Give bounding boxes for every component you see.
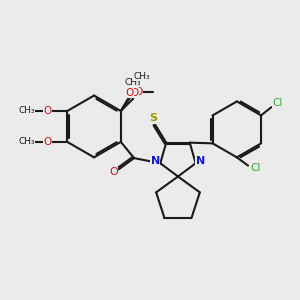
Text: Cl: Cl [272, 98, 283, 108]
Text: S: S [149, 113, 158, 124]
Text: CH₃: CH₃ [18, 137, 35, 146]
Text: O: O [130, 88, 139, 98]
Text: N: N [151, 156, 160, 166]
Text: O: O [125, 88, 133, 98]
Text: CH₃: CH₃ [125, 78, 142, 87]
Text: O: O [43, 106, 51, 116]
Text: Cl: Cl [250, 163, 260, 173]
Text: CH₃: CH₃ [18, 106, 35, 116]
Text: O: O [43, 137, 51, 147]
Text: O: O [109, 167, 118, 177]
Text: N: N [196, 156, 205, 166]
Text: O: O [134, 87, 142, 97]
Text: CH₃: CH₃ [134, 72, 150, 81]
